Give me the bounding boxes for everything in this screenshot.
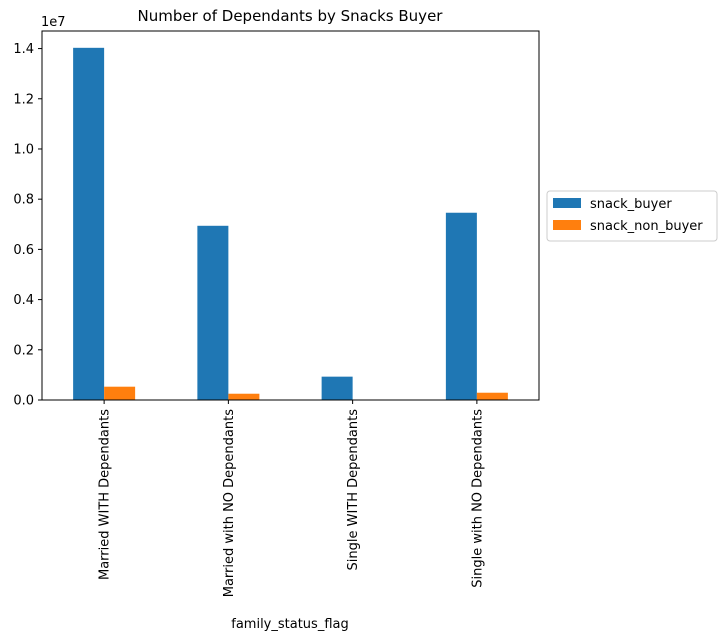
bar-snack-non-buyer-1	[104, 386, 136, 400]
bar-snack-non-buyer-4	[476, 392, 508, 400]
y-tick-label: 0.6	[13, 243, 34, 258]
legend-swatch-snack-buyer	[553, 198, 581, 208]
x-tick-label: Single WITH Dependants	[346, 409, 361, 571]
bar-snack-buyer-2	[197, 225, 229, 400]
bar-snack-buyer-1	[73, 47, 105, 401]
bar-snack-non-buyer-2	[228, 393, 260, 400]
x-tick-label: Single with NO Dependants	[470, 409, 485, 588]
y-tick-label: 1.4	[13, 42, 34, 57]
bar-snack-buyer-4	[445, 212, 477, 400]
legend: snack_buyer snack_non_buyer	[546, 190, 718, 242]
y-tick-label: 0.8	[13, 193, 34, 208]
y-tick-label: 0.2	[13, 343, 34, 358]
x-axis-label: family_status_flag	[231, 617, 348, 632]
legend-swatch-snack-non-buyer	[553, 220, 581, 230]
y-tick-label: 1.2	[13, 92, 34, 107]
y-tick-label: 0.4	[13, 293, 34, 308]
x-tick-label: Married with NO Dependants	[222, 409, 237, 597]
chart-title: Number of Dependants by Snacks Buyer	[138, 7, 444, 25]
y-tick-label: 0.0	[13, 394, 34, 409]
bar-snack-buyer-3	[321, 376, 353, 400]
axes-frame	[41, 30, 540, 401]
legend-box	[546, 190, 718, 242]
x-tick-label: Married WITH Dependants	[98, 409, 113, 580]
y-offset-label: 1e7	[41, 15, 66, 30]
legend-label-snack-non-buyer: snack_non_buyer	[590, 219, 703, 234]
plot-area: 0.0 0.2 0.4 0.6 0.8 1.0 1.2 1.4 Married WITH Dep…	[13, 42, 508, 597]
y-tick-label: 1.0	[13, 142, 34, 157]
legend-label-snack-buyer: snack_buyer	[590, 197, 672, 212]
